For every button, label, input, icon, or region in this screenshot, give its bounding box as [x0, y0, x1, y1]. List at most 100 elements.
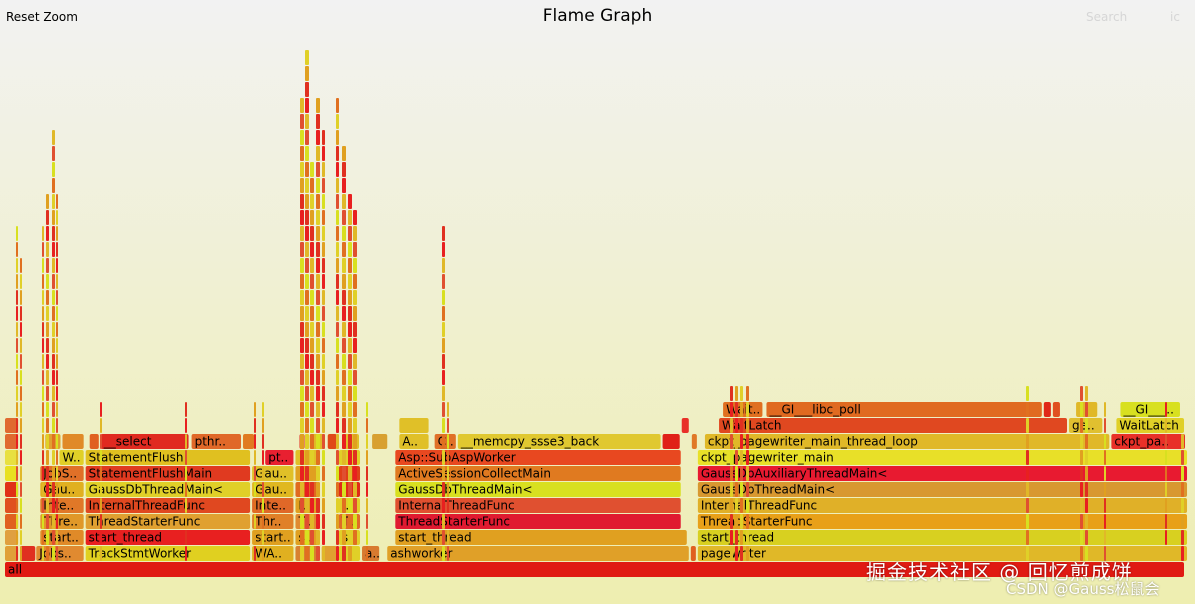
flame-frame[interactable]: C..	[434, 434, 456, 449]
flame-frame-rect	[46, 514, 49, 529]
flame-frame[interactable]: W..	[59, 450, 84, 465]
flame-frame[interactable]: InternalThreadFunc	[395, 498, 681, 513]
flame-frame[interactable]	[5, 546, 19, 561]
flame-frame[interactable]	[243, 434, 255, 449]
flame-frame-rect	[342, 290, 346, 305]
flame-frame[interactable]: TrackStmtWorker	[85, 546, 251, 561]
flame-frame[interactable]	[20, 546, 36, 561]
flame-frame[interactable]: StatementFlush	[85, 450, 251, 465]
flame-frame[interactable]	[5, 466, 19, 481]
flame-frame[interactable]: GaussDbThreadMain<	[697, 482, 1188, 497]
flame-frame[interactable]: __memcpy_ssse3_back	[457, 434, 661, 449]
flame-frame[interactable]: GaussDbThreadMain<	[85, 482, 251, 497]
ignore-case-toggle[interactable]: ic	[1170, 10, 1180, 24]
flame-frame-rect	[366, 514, 368, 529]
flame-frame[interactable]	[62, 434, 84, 449]
flame-frame[interactable]: Inte..	[252, 498, 294, 513]
flame-frame[interactable]	[5, 434, 19, 449]
flame-frame-rect	[697, 530, 1188, 545]
flame-frame-rect	[52, 498, 55, 513]
flame-frame-rect	[100, 402, 102, 417]
flame-frame[interactable]: start_thread	[85, 530, 251, 545]
flame-frame-rect	[100, 530, 102, 545]
flame-frame[interactable]: Gau..	[252, 482, 294, 497]
flame-frame[interactable]: Inte..	[40, 498, 84, 513]
flame-frame[interactable]: ckpt_pagewriter_main_thread_loop	[704, 434, 1110, 449]
flame-frame[interactable]: start..	[252, 530, 294, 545]
flame-frame[interactable]: start_thread	[697, 530, 1188, 545]
flame-frame[interactable]: ThreadStarterFunc	[85, 514, 251, 529]
flame-frame[interactable]	[89, 434, 99, 449]
flame-frame-rect	[746, 498, 749, 513]
flame-frame[interactable]	[5, 514, 19, 529]
flame-frame[interactable]: GaussDbAuxiliaryThreadMain<	[697, 466, 1188, 481]
flame-frame[interactable]	[5, 498, 19, 513]
flame-frame[interactable]	[681, 418, 689, 433]
flame-frame[interactable]	[399, 418, 429, 433]
flame-frame[interactable]: ckpt_pa..	[1111, 434, 1186, 449]
flame-frame[interactable]: all	[5, 562, 1184, 577]
flame-frame[interactable]	[662, 434, 680, 449]
flame-frame[interactable]: JobS..	[40, 466, 84, 481]
flame-frame[interactable]: start_thread	[395, 530, 687, 545]
flame-frame[interactable]: Gau..	[252, 466, 294, 481]
flame-frame[interactable]: StatementFlushMain	[85, 466, 251, 481]
flame-frame[interactable]: GaussDbThreadMain<	[395, 482, 681, 497]
flame-frame[interactable]: InternalThreadFunc	[697, 498, 1188, 513]
flame-frame[interactable]	[690, 546, 696, 561]
flame-frame-rect	[322, 466, 325, 481]
flame-frame-label: start_thread	[89, 531, 162, 545]
flame-frame[interactable]: ckpt_pagewriter_main	[697, 450, 1188, 465]
flame-frame[interactable]: __GI___..	[1120, 402, 1180, 417]
flame-frame[interactable]	[321, 546, 337, 561]
flame-frame[interactable]	[691, 434, 697, 449]
flame-frame[interactable]: a..	[362, 546, 380, 561]
flame-frame[interactable]: WA..	[252, 546, 294, 561]
flame-frame[interactable]	[5, 482, 19, 497]
flame-frame[interactable]	[5, 530, 19, 545]
flame-frame[interactable]: A..	[399, 434, 429, 449]
flame-frame[interactable]: ThreadStarterFunc	[395, 514, 681, 529]
flame-frame[interactable]: WaitLatch	[719, 418, 1068, 433]
flame-frame[interactable]: Thr..	[252, 514, 294, 529]
flame-frame[interactable]: ashworker	[387, 546, 689, 561]
flame-frame[interactable]	[5, 418, 19, 433]
flame-frame-rect	[322, 354, 325, 369]
flame-frame-rect	[42, 258, 44, 273]
flame-frame[interactable]: __GI___libc_poll	[766, 402, 1042, 417]
flame-frame[interactable]	[1043, 402, 1051, 417]
flame-frame[interactable]: pt..	[265, 450, 294, 465]
flame-frame-rect	[447, 530, 449, 545]
flame-frame[interactable]: Asp::SubAspWorker	[395, 450, 681, 465]
search-button[interactable]: Search	[1086, 10, 1128, 24]
flame-frame-rect	[1165, 418, 1167, 433]
flame-frame-label: __GI___libc_poll	[768, 403, 860, 417]
flame-frame-rect	[52, 130, 55, 145]
flame-frame[interactable]: ThreadStarterFunc	[697, 514, 1188, 529]
flame-frame[interactable]	[372, 434, 388, 449]
flame-frame-rect	[5, 418, 19, 433]
flame-frame[interactable]	[5, 450, 19, 465]
flame-frame-rect	[310, 466, 314, 481]
flame-frame-rect	[305, 162, 309, 177]
reset-zoom-button[interactable]: Reset Zoom	[6, 10, 78, 24]
flame-frame[interactable]: pthr..	[191, 434, 242, 449]
flame-frame-rect	[56, 530, 58, 545]
flame-frame[interactable]: __select	[100, 434, 189, 449]
flame-frame[interactable]	[327, 434, 337, 449]
flame-frame[interactable]: InternalThreadFunc	[85, 498, 251, 513]
flame-frame-rect	[5, 562, 1184, 577]
flame-frame-rect	[316, 338, 320, 353]
flame-frame[interactable]: Gau..	[40, 482, 84, 497]
flame-frame[interactable]: Thre..	[40, 514, 84, 529]
flame-frame-rect	[46, 354, 49, 369]
flame-frame-rect	[690, 546, 696, 561]
flame-frame[interactable]: pagewriter	[697, 546, 1188, 561]
flame-frame-rect	[704, 434, 1110, 449]
flame-frame-rect	[348, 322, 352, 337]
flame-frame[interactable]: WaitLatch	[1116, 418, 1184, 433]
flame-frame-rect	[336, 386, 339, 401]
flame-frame[interactable]: ActiveSessionCollectMain	[395, 466, 681, 481]
flame-frame-rect	[46, 306, 49, 321]
flame-frame[interactable]	[1052, 402, 1060, 417]
